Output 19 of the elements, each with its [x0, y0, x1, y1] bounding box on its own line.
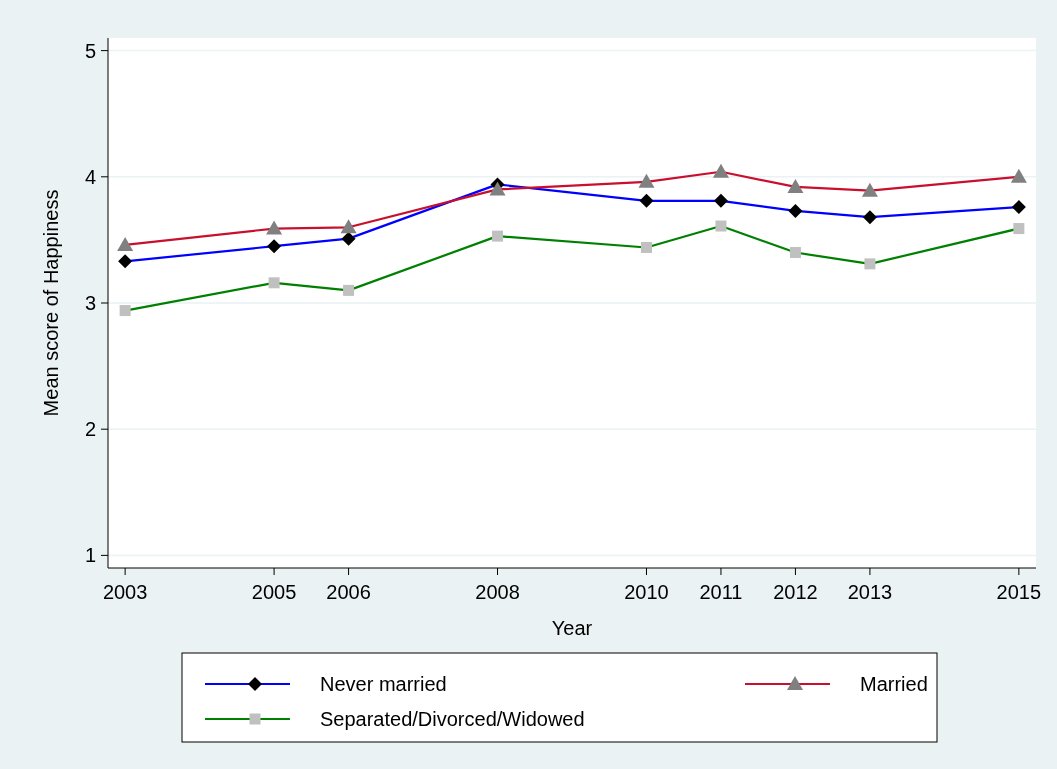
y-tick-label: 4: [84, 165, 96, 188]
x-tick-label: 2005: [251, 581, 297, 603]
x-tick-label: 2006: [326, 581, 371, 603]
legend-label: Never married: [320, 673, 447, 695]
legend-label: Married: [860, 673, 928, 695]
y-tick-label: 1: [84, 544, 96, 567]
x-tick-label: 2015: [996, 581, 1042, 603]
y-tick-label: 3: [84, 292, 96, 314]
x-axis-title: Year: [551, 617, 593, 639]
y-tick-label: 2: [84, 418, 96, 441]
x-tick-label: 2003: [102, 581, 148, 603]
x-tick-label: 2012: [773, 581, 818, 603]
x-tick-label: 2010: [624, 581, 669, 603]
x-tick-label: 2011: [699, 581, 743, 603]
x-tick-label: 2008: [475, 581, 520, 603]
y-tick-label: 5: [84, 39, 96, 62]
legend-label: Separated/Divorced/Widowed: [320, 708, 585, 730]
x-tick-label: 2013: [847, 581, 893, 603]
y-axis-title: Mean score of Happiness: [40, 189, 62, 417]
